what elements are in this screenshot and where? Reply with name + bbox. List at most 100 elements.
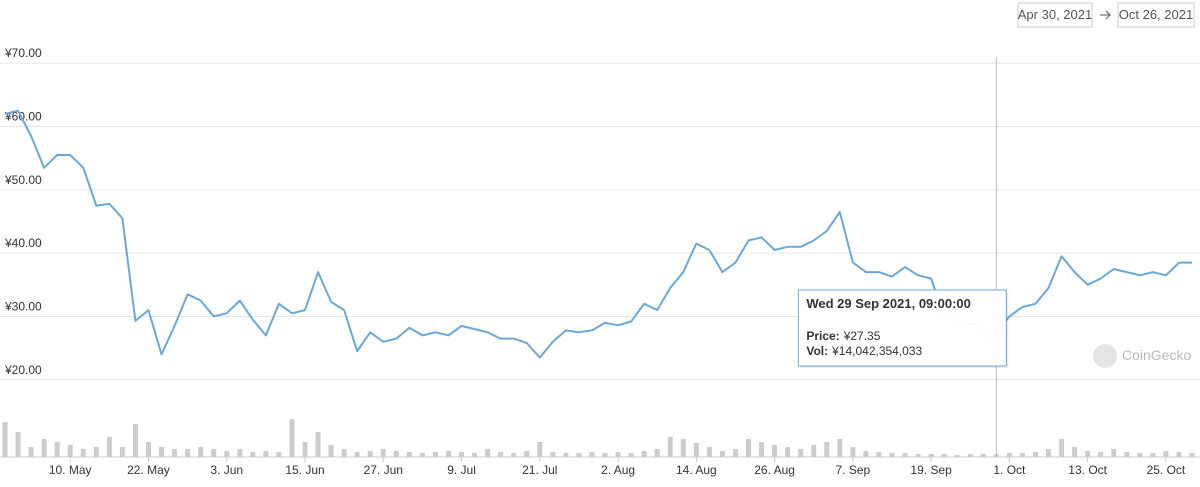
volume-bar bbox=[850, 447, 856, 457]
volume-bar bbox=[132, 424, 138, 457]
grid: ¥20.00 ¥30.00 ¥40.00 ¥50.00 ¥60.00 ¥70.00 10. … bbox=[0, 46, 1200, 477]
x-tick-label: 10. May bbox=[49, 463, 92, 477]
x-tick-label: 3. Jun bbox=[210, 463, 243, 477]
volume-bar bbox=[432, 452, 438, 457]
volume-bar bbox=[1006, 453, 1012, 457]
volume-bar bbox=[459, 452, 465, 457]
volume-bar bbox=[824, 442, 830, 457]
volume-bar bbox=[746, 439, 752, 457]
price-line bbox=[4, 109, 1192, 359]
x-tick-label: 25. Oct bbox=[1147, 463, 1186, 477]
volume-bar bbox=[928, 454, 934, 457]
volume-bar bbox=[263, 451, 269, 457]
volume-bar bbox=[406, 452, 412, 457]
volume-bar bbox=[641, 451, 647, 457]
volume-bar bbox=[367, 451, 373, 457]
volume-bar bbox=[159, 447, 165, 457]
x-tick-label: 26. Aug bbox=[754, 463, 795, 477]
volume-bar bbox=[302, 442, 308, 457]
volume-bar bbox=[798, 449, 804, 457]
volume-bar bbox=[759, 442, 765, 457]
volume-bar bbox=[1085, 451, 1091, 457]
volume-bar bbox=[1150, 453, 1156, 457]
volume-bar bbox=[589, 452, 595, 457]
range-end-box[interactable] bbox=[1117, 2, 1195, 28]
volume-bar bbox=[706, 447, 712, 457]
volume-bar bbox=[472, 453, 478, 457]
volume-bar bbox=[106, 437, 112, 457]
volume-bar bbox=[185, 449, 191, 457]
volume-bar bbox=[41, 439, 47, 457]
volume-bar bbox=[719, 451, 725, 457]
range-start[interactable]: Apr 30, 2021 bbox=[1018, 7, 1092, 22]
volume-bar bbox=[198, 447, 204, 457]
volume-bar bbox=[485, 449, 491, 457]
volume-bar bbox=[2, 422, 8, 457]
x-tick-label: 14. Aug bbox=[676, 463, 717, 477]
volume-bar bbox=[341, 449, 347, 457]
volume-bar bbox=[28, 447, 34, 457]
volume-bar bbox=[93, 447, 99, 457]
volume-bar bbox=[289, 419, 295, 457]
volume-bar bbox=[172, 449, 178, 457]
x-tick-label: 1. Oct bbox=[993, 463, 1026, 477]
y-tick-label: ¥70.00 bbox=[4, 46, 42, 60]
volume-bar bbox=[615, 452, 621, 457]
x-tick-label: 9. Jul bbox=[447, 463, 476, 477]
range-start-box[interactable] bbox=[1017, 2, 1093, 28]
volume-bar bbox=[54, 442, 60, 457]
tooltip-box bbox=[797, 289, 1007, 367]
x-tick-label: 15. Jun bbox=[285, 463, 324, 477]
volume-bar bbox=[785, 447, 791, 457]
x-tick-label: 27. Jun bbox=[364, 463, 403, 477]
watermark: CoinGecko bbox=[1093, 344, 1191, 368]
volume-bar bbox=[1098, 452, 1104, 457]
tooltip-label: Vol: bbox=[806, 344, 828, 358]
volume-bar bbox=[1019, 453, 1025, 457]
volume-bar bbox=[563, 453, 569, 457]
volume-bar bbox=[524, 451, 530, 457]
volume-bar bbox=[445, 451, 451, 457]
volume-bar bbox=[732, 449, 738, 457]
volume-bar bbox=[941, 454, 947, 457]
volume-bar bbox=[1072, 447, 1078, 457]
volume-bar bbox=[772, 445, 778, 457]
volume-bar bbox=[1137, 453, 1143, 457]
y-tick-label: ¥50.00 bbox=[4, 173, 42, 187]
volume-bar bbox=[537, 442, 543, 457]
tooltip-title: Wed 29 Sep 2021, 09:00:00 bbox=[806, 296, 971, 311]
volume-bar bbox=[328, 445, 334, 457]
volume-bar bbox=[667, 437, 673, 457]
tooltip-value: ¥27.35 bbox=[843, 329, 881, 343]
volume-bar bbox=[654, 449, 660, 457]
volume-bar bbox=[498, 452, 504, 457]
volume-bar bbox=[80, 449, 86, 457]
volume-bar bbox=[811, 445, 817, 457]
volume-bar bbox=[680, 439, 686, 457]
volume-bar bbox=[1032, 452, 1038, 457]
volume-bar bbox=[380, 449, 386, 457]
volume-bar bbox=[315, 432, 321, 457]
tooltip: Wed 29 Sep 2021, 09:00:00 Price: ¥27.35 Vol… bbox=[797, 289, 1009, 368]
volume-bar bbox=[693, 443, 699, 457]
tooltip-value: ¥14,042,354,033 bbox=[831, 344, 922, 358]
range-end[interactable]: Oct 26, 2021 bbox=[1119, 7, 1193, 22]
volume-bar bbox=[915, 454, 921, 457]
volume-bar bbox=[1189, 453, 1195, 457]
range-arrow bbox=[1100, 10, 1111, 20]
volume-bar bbox=[211, 449, 217, 457]
x-tick-label: 21. Jul bbox=[522, 463, 557, 477]
volume-bar bbox=[1163, 451, 1169, 457]
volume-bar bbox=[837, 439, 843, 457]
volume-bar bbox=[1176, 452, 1182, 457]
volume-bar bbox=[889, 453, 895, 457]
x-tick-label: 22. May bbox=[127, 463, 170, 477]
volume-bar bbox=[145, 442, 151, 457]
watermark-text: CoinGecko bbox=[1122, 347, 1191, 363]
volume-bar bbox=[419, 453, 425, 457]
volume-bar bbox=[119, 447, 125, 457]
volume-bar bbox=[354, 452, 360, 457]
volume-bar bbox=[1111, 449, 1117, 457]
volume-bar bbox=[224, 451, 230, 457]
